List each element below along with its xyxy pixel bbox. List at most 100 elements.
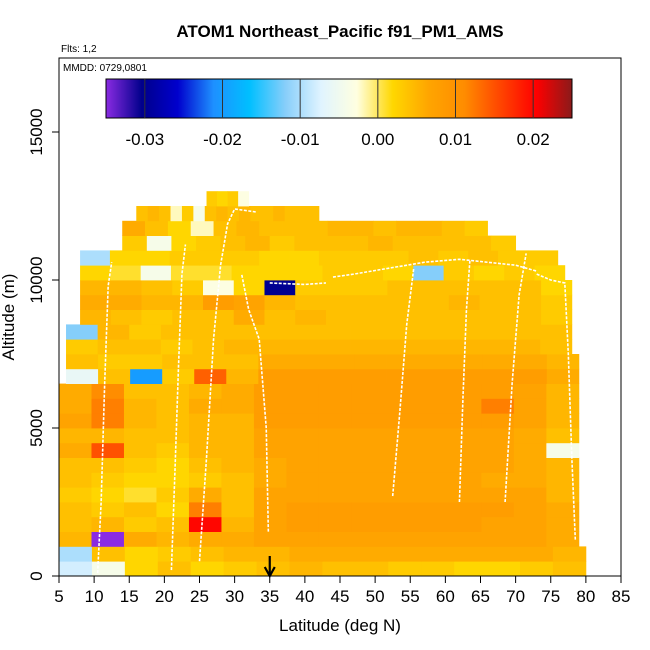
heatmap-cell-11-4 <box>188 398 222 414</box>
heatmap-cell-2-13 <box>481 531 515 547</box>
heatmap-cell-23-7 <box>282 220 306 236</box>
heatmap-cell-6-2 <box>123 472 157 488</box>
heatmap-cell-23-3 <box>190 220 214 236</box>
heatmap-cell-18-4 <box>203 294 235 310</box>
heatmap-cell-20-0 <box>80 265 111 281</box>
heatmap-cell-3-14 <box>513 516 547 532</box>
heatmap-cell-0-10 <box>388 561 422 577</box>
heatmap-cell-0-5 <box>223 561 257 577</box>
heatmap-cell-2-9 <box>351 531 385 547</box>
heatmap-cell-13-14 <box>514 368 548 384</box>
heatmap-cell-21-10 <box>378 250 409 266</box>
heatmap-cell-6-15 <box>546 472 580 488</box>
heatmap-cell-21-2 <box>139 250 171 266</box>
heatmap-cell-13-7 <box>290 368 323 384</box>
heatmap-cell-15-8 <box>318 339 351 355</box>
heatmap-cell-8-14 <box>513 442 547 458</box>
heatmap-cell-6-10 <box>383 472 417 488</box>
heatmap-cell-4-7 <box>286 502 320 518</box>
heatmap-cell-8-13 <box>481 442 515 458</box>
chart-title: ATOM1 Northeast_Pacific f91_PM1_AMS <box>176 22 503 41</box>
heatmap-cell-24-9 <box>239 206 251 222</box>
heatmap-cell-21-9 <box>348 250 380 266</box>
heatmap-cell-9-13 <box>481 428 515 444</box>
heatmap-cell-15-6 <box>255 339 288 355</box>
heatmap-cell-7-13 <box>481 457 515 473</box>
heatmap-cell-3-13 <box>481 516 515 532</box>
heatmap-cell-4-0 <box>59 502 92 518</box>
x-tick-label: 15 <box>120 587 139 606</box>
heatmap-cell-9-12 <box>448 428 482 444</box>
heatmap-cell-4-14 <box>513 502 547 518</box>
heatmap-cell-2-7 <box>286 531 320 547</box>
y-axis: 0 5000 10000 15000 <box>27 108 59 581</box>
heatmap-cell-22-2 <box>171 235 197 251</box>
heatmap-cell-7-7 <box>286 457 320 473</box>
heatmap-cell-4-2 <box>123 502 157 518</box>
heatmap-cell-11-3 <box>156 398 190 414</box>
heatmap-cell-20-3 <box>170 265 202 281</box>
heatmap-cell-13-1 <box>98 368 131 384</box>
heatmap-cell-0-7 <box>289 561 323 577</box>
heatmap-cell-3-9 <box>351 516 385 532</box>
heatmap-cell-24-7 <box>216 206 228 222</box>
heatmap-cell-18-14 <box>510 294 542 310</box>
heatmap-cell-3-11 <box>416 516 450 532</box>
heatmap-cell-1-12 <box>454 546 488 562</box>
heatmap-cell-6-7 <box>286 472 320 488</box>
heatmap-cell-17-15 <box>541 309 573 325</box>
flights-annotation: Flts: 1,2 <box>61 44 97 55</box>
heatmap-cell-16-3 <box>160 324 193 340</box>
heatmap-cell-12-14 <box>513 383 547 399</box>
heatmap-cell-12-11 <box>416 383 450 399</box>
heatmap-cell-15-11 <box>413 339 446 355</box>
heatmap-cell-8-3 <box>156 442 190 458</box>
x-tick-label: 45 <box>331 587 350 606</box>
heatmap-cell-14-8 <box>322 354 355 370</box>
heatmap-cell-21-8 <box>318 250 350 266</box>
heatmap-cell-21-15 <box>527 250 559 266</box>
heatmap-cell-24-11 <box>261 206 274 222</box>
x-tick-label: 70 <box>506 587 525 606</box>
heatmap-cell-12-8 <box>318 383 352 399</box>
heatmap-cell-8-7 <box>286 442 320 458</box>
heatmap-cell-21-1 <box>109 250 141 266</box>
heatmap-cell-19-6 <box>264 280 296 296</box>
heatmap-cell-20-9 <box>352 265 384 281</box>
heatmap-cell-15-4 <box>192 339 225 355</box>
heatmap-cell-1-8 <box>322 546 356 562</box>
heatmap-cell-22-13 <box>441 235 467 251</box>
heatmap-cell-0-15 <box>552 561 587 577</box>
heatmap-cell-10-7 <box>286 413 320 429</box>
heatmap-cell-15-12 <box>445 339 478 355</box>
heatmap-cell-14-10 <box>386 354 419 370</box>
heatmap-cell-15-1 <box>97 339 130 355</box>
heatmap-cell-24-1 <box>147 206 160 222</box>
heatmap-cell-22-12 <box>417 235 443 251</box>
heatmap-cell-12-12 <box>448 383 482 399</box>
heatmap-cell-3-12 <box>448 516 482 532</box>
heatmap-cell-9-11 <box>416 428 450 444</box>
heatmap-cell-24-10 <box>250 206 263 222</box>
heatmap-cell-16-2 <box>129 324 162 340</box>
heatmap-cell-22-14 <box>466 235 492 251</box>
heatmap-cell-10-9 <box>351 413 385 429</box>
heatmap-cell-13-5 <box>226 368 259 384</box>
heatmap-cell-10-10 <box>383 413 417 429</box>
heatmap-cell-3-0 <box>59 516 92 532</box>
heatmap-cell-2-3 <box>156 531 190 547</box>
latitude-marker-arrow <box>263 556 276 579</box>
heatmap-cell-18-8 <box>325 294 358 310</box>
heatmap-cell-1-10 <box>388 546 422 562</box>
heatmap-cell-15-0 <box>66 339 99 355</box>
x-tick-label: 35 <box>260 587 279 606</box>
heatmap-cell-17-13 <box>479 309 511 325</box>
heatmap-cell-1-3 <box>157 546 192 562</box>
heatmap-cell-14-9 <box>354 354 387 370</box>
heatmap-cell-8-9 <box>351 442 385 458</box>
heatmap-cell-8-15 <box>546 442 580 458</box>
heatmap-cell-8-6 <box>253 442 287 458</box>
heatmap-cell-25-2 <box>227 191 239 207</box>
heatmap-cell-15-15 <box>540 339 573 355</box>
